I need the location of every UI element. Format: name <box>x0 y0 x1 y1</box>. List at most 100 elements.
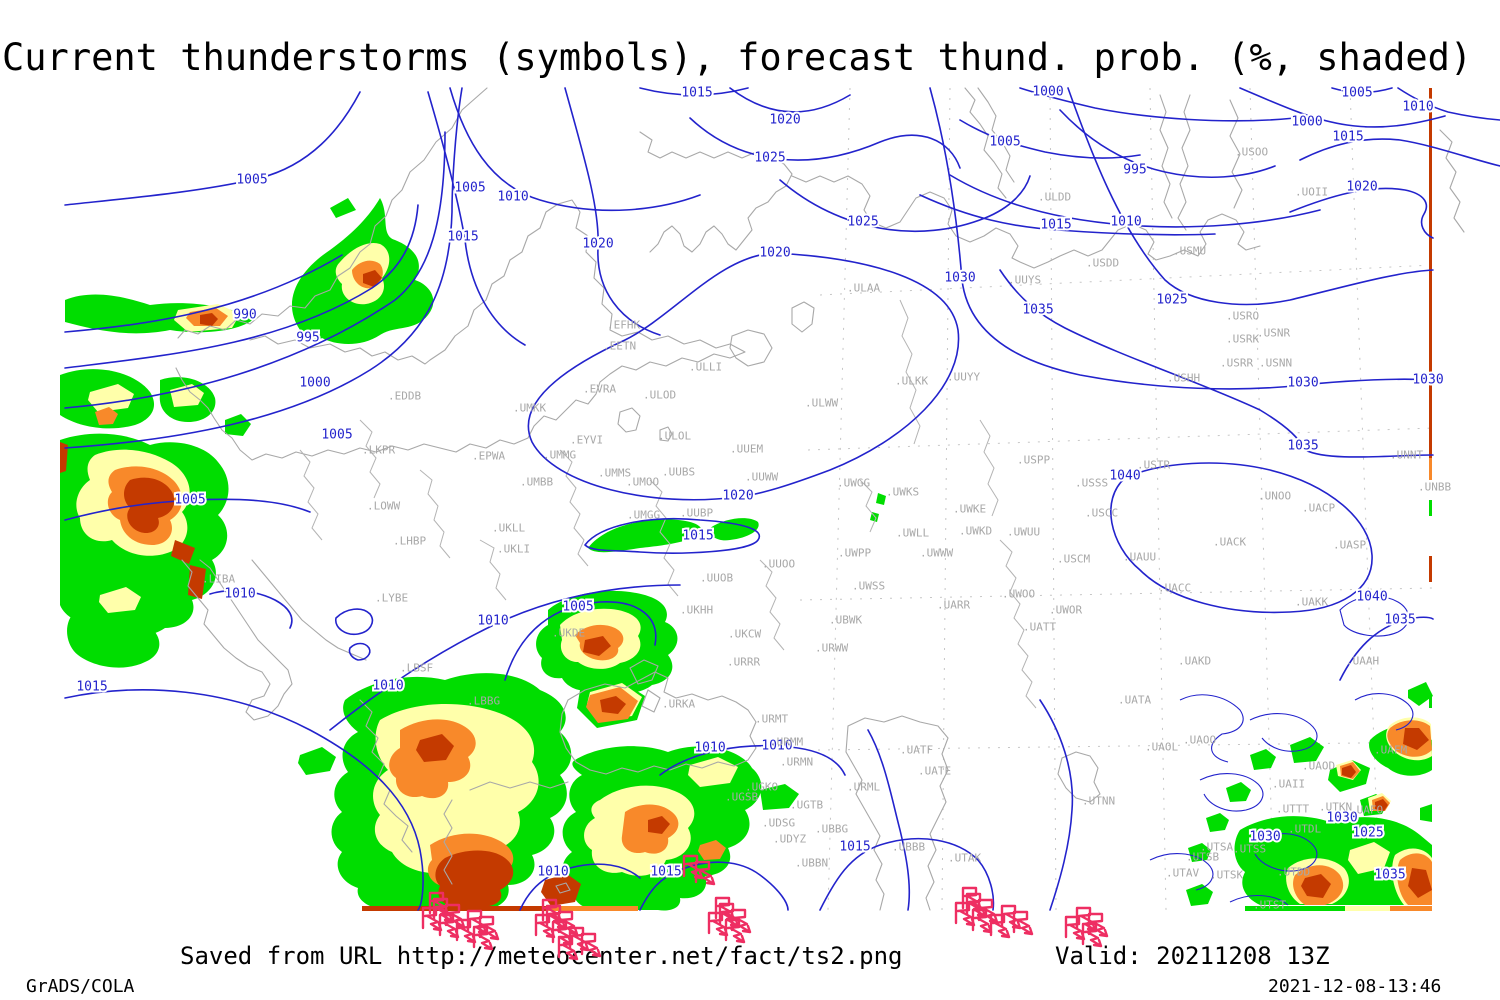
station-id-label: .USNN <box>1259 357 1292 370</box>
station-id-label: .UTAK <box>948 852 981 865</box>
station-id-label: .UMMG <box>543 449 576 462</box>
station-id-label: .UAKK <box>1295 596 1328 609</box>
station-id-label: .UACK <box>1213 536 1246 549</box>
station-id-label: .UUEM <box>730 443 763 456</box>
isobar-value-label: 1010 <box>224 587 255 602</box>
station-id-label: .UNBB <box>1418 481 1451 494</box>
isobar-value-label: 1025 <box>754 151 785 166</box>
station-id-label: .UMBB <box>520 476 553 489</box>
station-id-label: .EPWA <box>472 450 505 463</box>
station-id-label: .UUBS <box>662 466 695 479</box>
thunderstorm-symbol <box>557 935 579 961</box>
station-id-label: .UBBG <box>815 823 848 836</box>
station-id-label: .USSS <box>1075 477 1108 490</box>
station-id-label: .LBBG <box>467 695 500 708</box>
thunderstorm-symbol <box>1012 910 1034 936</box>
thunderstorm-symbol <box>954 901 976 927</box>
station-id-label: .UBBB <box>892 841 925 854</box>
isobar-value-label: 990 <box>233 308 256 323</box>
station-id-label: .USHH <box>1167 372 1200 385</box>
station-id-label: .UTTT <box>1276 803 1309 816</box>
station-id-label: .URMT <box>755 713 788 726</box>
station-id-label: .UGTB <box>790 799 823 812</box>
isobar-value-label: 1020 <box>1346 180 1377 195</box>
isobar-value-label: 1015 <box>650 865 681 880</box>
station-id-label: .UMMS <box>598 467 631 480</box>
station-id-label: .UKHH <box>680 604 713 617</box>
station-id-label: .EDDB <box>388 390 421 403</box>
station-id-label: .UACP <box>1302 502 1335 515</box>
station-id-label: .UTSS <box>1233 843 1266 856</box>
station-id-label: .UWKE <box>953 503 986 516</box>
station-id-label: .URMN <box>780 756 813 769</box>
isobar-value-label: 1005 <box>236 173 267 188</box>
isobar-value-label: 1035 <box>1022 303 1053 318</box>
isobar-value-label: 1000 <box>299 376 330 391</box>
station-id-label: .EYVI <box>570 434 603 447</box>
station-id-label: .LOWW <box>367 500 400 513</box>
station-id-label: .UAFO <box>1350 804 1383 817</box>
station-id-label: .URRR <box>727 656 760 669</box>
station-id-label: .UGKO <box>745 781 778 794</box>
station-id-label: .UMGG <box>627 509 660 522</box>
isobar-value-label: 1005 <box>321 428 352 443</box>
isobar-value-label: 1035 <box>1287 439 1318 454</box>
station-id-label: .UARR <box>937 599 970 612</box>
station-id-label: .UTSK <box>1210 869 1243 882</box>
isobar-value-label: 1025 <box>847 215 878 230</box>
station-id-label: .UWSS <box>852 580 885 593</box>
thunderstorm-symbol <box>1064 915 1086 941</box>
station-id-label: .UNNT <box>1390 449 1423 462</box>
border-layer <box>299 299 1037 709</box>
isobar-value-label: 1010 <box>477 614 508 629</box>
station-id-label: .EVRA <box>583 383 616 396</box>
station-id-label: .UGSB <box>725 791 758 804</box>
station-id-label: .UOII <box>1295 186 1328 199</box>
isobar-value-label: 1010 <box>372 679 403 694</box>
probability-shading-layer <box>60 88 1433 911</box>
station-id-label: .ULOD <box>643 389 676 402</box>
station-id-label: .UAOD <box>1302 760 1335 773</box>
isobar-value-label: 1035 <box>1374 868 1405 883</box>
station-id-label: .UWWW <box>920 547 953 560</box>
station-id-label: .ULAA <box>847 282 880 295</box>
source-url-note: Saved from URL http://meteocenter.net/fa… <box>180 942 903 970</box>
thunderstorm-symbol <box>707 911 729 937</box>
station-id-label: .UKCW <box>728 628 761 641</box>
isobar-value-label: 1010 <box>694 741 725 756</box>
isobar-value-label: 1030 <box>1412 373 1443 388</box>
station-id-label: .URKA <box>662 698 695 711</box>
station-id-label: .UBBN <box>795 857 828 870</box>
station-id-label: .UWUU <box>1007 526 1040 539</box>
isobar-value-label: 1005 <box>989 135 1020 150</box>
isobar-value-label: 1015 <box>681 86 712 101</box>
station-id-label: .URML <box>847 781 880 794</box>
isobar-value-label: 1020 <box>759 246 790 261</box>
station-id-label: .ULOL <box>658 430 691 443</box>
isobar-value-label: 1000 <box>1291 115 1322 130</box>
isobar-value-label: 1015 <box>682 529 713 544</box>
station-id-label: .UTSA <box>1200 841 1233 854</box>
isobar-value-label: 1040 <box>1356 590 1387 605</box>
station-id-label: .EFHK <box>607 319 640 332</box>
thunderstorm-symbol <box>421 906 443 932</box>
station-id-label: .UKLL <box>492 522 525 535</box>
isobar-value-label: 1010 <box>497 190 528 205</box>
station-id-label: .UTAV <box>1166 867 1199 880</box>
thunderstorm-symbol <box>580 932 602 958</box>
isobar-value-label: 1005 <box>174 493 205 508</box>
station-id-label: .UWLL <box>896 527 929 540</box>
isobar-value-label: 1010 <box>537 865 568 880</box>
isobar-value-label: 1005 <box>454 181 485 196</box>
station-id-label: .UNOO <box>1258 490 1291 503</box>
coastline-layer <box>175 87 1465 911</box>
station-id-label: .UWGG <box>837 477 870 490</box>
isobar-value-label: 1010 <box>1110 215 1141 230</box>
map-edge-artifact <box>362 88 1432 911</box>
isobar-layer <box>64 87 1500 911</box>
station-id-label: .USTR <box>1137 459 1170 472</box>
valid-time-label: Valid: 20211208 13Z <box>1055 942 1330 970</box>
station-id-label: .UWPP <box>838 547 871 560</box>
station-id-label: .USNR <box>1257 327 1290 340</box>
